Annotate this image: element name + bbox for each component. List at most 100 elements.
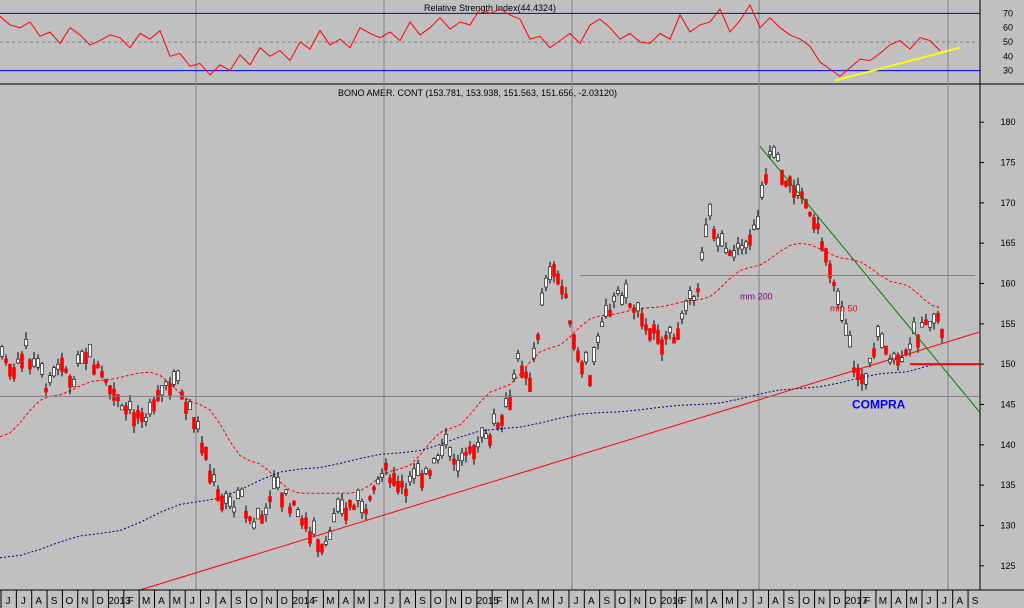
price-ytick-135: 135 [1000, 480, 1015, 490]
candle-body [468, 446, 472, 454]
candle-body [516, 353, 520, 360]
candle-body [760, 185, 764, 198]
x-tick-label: J [6, 596, 11, 607]
candle-body [432, 458, 436, 464]
candle-body [608, 309, 612, 317]
candle-body [744, 241, 748, 249]
candle-body [284, 489, 288, 494]
candle-body [52, 367, 56, 377]
candle-body [688, 290, 692, 299]
x-tick-label: 2017 [845, 596, 868, 607]
candle-body [684, 300, 688, 311]
x-tick-label: J [573, 596, 578, 607]
candle-body [184, 401, 188, 414]
candle-body [312, 520, 316, 535]
candle-body [456, 459, 460, 472]
x-tick-label: O [434, 596, 442, 607]
x-tick-label: J [742, 596, 747, 607]
candle-body [224, 493, 228, 504]
x-tick-label: N [265, 596, 272, 607]
candle-body [80, 351, 84, 364]
candle-body [908, 343, 912, 350]
candle-body [652, 324, 656, 334]
candle-body [236, 489, 240, 499]
candle-body [404, 488, 408, 496]
price-panel: BONO AMER. CONT (153.781, 153.938, 151.5… [0, 84, 1016, 591]
candle-body [328, 530, 332, 540]
candle-body [220, 495, 224, 511]
candle-body [840, 306, 844, 321]
price-annotations: mm 200 mm 50 COMPRA [740, 292, 906, 412]
candle-body [872, 348, 876, 357]
candle-body [860, 374, 864, 385]
candle-body [256, 507, 260, 520]
candle-body [260, 514, 264, 524]
candle-body [436, 455, 440, 461]
candle-body [240, 488, 244, 497]
candle-body [552, 264, 556, 277]
x-tick-label: N [81, 596, 88, 607]
candle-body [520, 365, 524, 378]
trendline-1 [759, 146, 981, 413]
candle-body [536, 334, 540, 340]
candle-body [628, 303, 632, 308]
annotation-mm-200: mm 200 [740, 292, 773, 302]
candle-body [464, 451, 468, 456]
candle-body [824, 248, 828, 263]
x-tick-label: J [374, 596, 379, 607]
candle-body [356, 489, 360, 501]
candle-body [232, 506, 236, 513]
candle-body [360, 501, 364, 513]
candle-body [336, 498, 340, 512]
candle-body [392, 473, 396, 486]
annotation-compra: COMPRA [852, 397, 906, 411]
candle-body [376, 478, 380, 485]
candle-body [672, 337, 676, 344]
candle-body [808, 212, 812, 217]
candle-body [276, 477, 280, 488]
candle-body [36, 358, 40, 368]
candle-body [248, 516, 252, 522]
candle-body [320, 543, 324, 553]
x-tick-label: M [725, 596, 733, 607]
candle-body [792, 185, 796, 198]
candle-body [272, 476, 276, 490]
candle-body [92, 364, 96, 375]
candle-body [716, 237, 720, 247]
candle-body [264, 507, 268, 515]
candle-body [128, 401, 132, 410]
candle-body [496, 422, 500, 429]
candle-body [936, 312, 940, 322]
candle-body [4, 358, 8, 364]
candle-body [648, 328, 652, 341]
x-tick-label: A [588, 596, 595, 607]
candle-body [868, 357, 872, 364]
x-tick-label: A [220, 596, 227, 607]
x-tick-label: J [927, 596, 932, 607]
candle-body [304, 517, 308, 529]
x-tick-label: S [972, 596, 979, 607]
candle-body [56, 364, 60, 370]
candle-body [428, 470, 432, 476]
candle-body [940, 328, 944, 339]
candle-body [644, 324, 648, 331]
candle-body [208, 470, 212, 483]
rsi-yellow-trendline [834, 46, 961, 82]
candle-body [344, 507, 348, 521]
candle-body [288, 506, 292, 514]
candle-body [916, 334, 920, 348]
candle-body [828, 263, 832, 279]
x-tick-label: A [404, 596, 411, 607]
x-tick-label: J [758, 596, 763, 607]
candle-body [100, 371, 104, 378]
trendline-0 [139, 331, 981, 591]
candle-body [548, 266, 552, 280]
candle-body [196, 421, 200, 430]
candle-body [180, 391, 184, 400]
candle-body [372, 486, 376, 491]
candle-body [932, 313, 936, 324]
x-tick-label: F [128, 596, 134, 607]
candle-body [816, 223, 820, 230]
candle-body [368, 496, 372, 501]
